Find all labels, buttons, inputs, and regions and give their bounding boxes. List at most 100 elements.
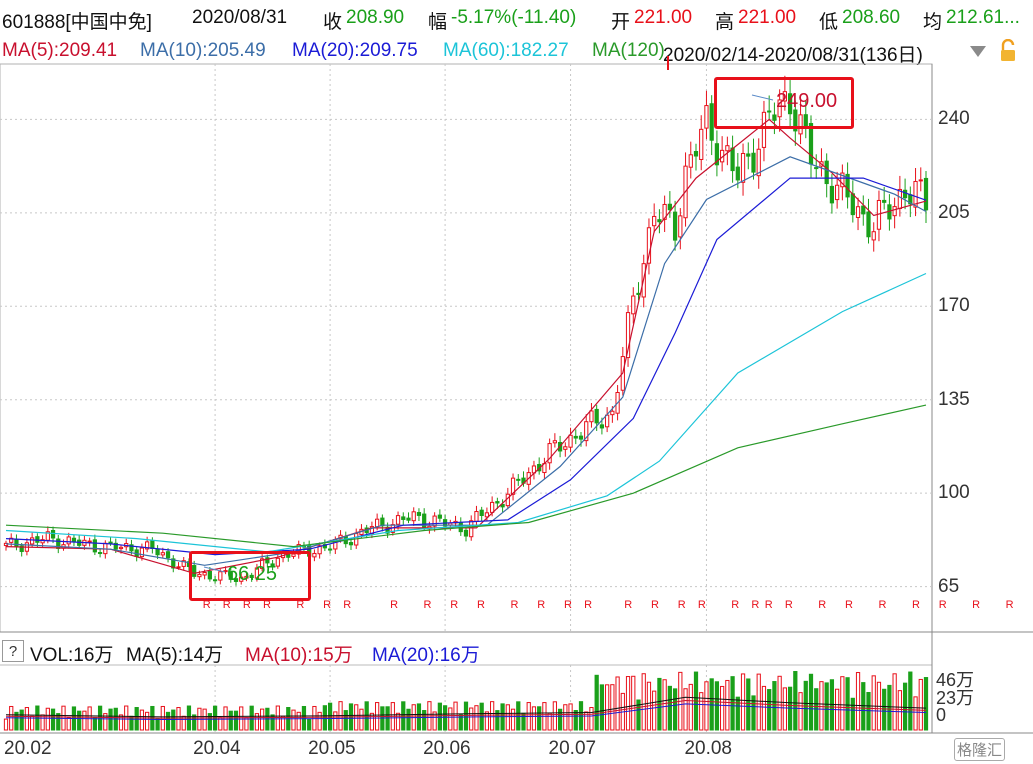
volume-bar [176,707,181,731]
volume-bar [688,683,693,731]
ma5-legend: MA(5):209.41 [2,40,118,61]
candle-body [171,558,176,569]
volume-bar [908,671,913,731]
candle-body [787,93,793,115]
candle-body [14,539,19,548]
volume-bar [354,704,359,731]
volume-bar [636,699,641,731]
candle-body [139,547,145,558]
time-tick-label: 20.07 [548,738,597,759]
volume-bar [192,714,197,731]
r-marker: R [450,599,458,611]
price-tick-label: 65 [938,575,960,597]
volume-bar [24,707,30,731]
candle-body [516,478,521,481]
volume-bar [793,671,798,731]
r-marker: R [537,599,545,611]
volume-tick-label: 46万 [936,670,974,690]
volume-bar [871,675,876,731]
volume-bar [777,675,782,731]
r-marker: R [223,599,231,611]
candle-body [625,312,631,359]
candle-body [71,537,77,542]
volume-bar [233,710,239,731]
candle-body [432,515,437,527]
ma60-legend: MA(60):182.27 [443,40,569,61]
candle-body [150,540,155,549]
candle-body [756,148,761,177]
candle-body [568,434,573,448]
time-tick-label: 20.08 [684,738,732,759]
volume-bar [683,688,688,731]
r-marker: R [845,599,853,611]
candle-body [913,180,918,208]
volume-bar [845,677,850,731]
candle-body [202,572,207,576]
volume-bar [422,710,427,731]
volume-bar [625,676,631,731]
candle-body [197,573,202,578]
volume-bar [103,713,108,731]
high-value: 221.00 [738,7,797,28]
candle-body [317,545,322,555]
r-marker: R [323,599,331,611]
candle-body [312,552,317,558]
time-tick-label: 20.06 [423,738,471,759]
price-tick-label: 240 [938,108,970,130]
r-marker: R [785,599,793,611]
ma10-legend: MA(10):205.49 [140,40,266,61]
quote-date: 2020/08/31 [192,7,288,28]
volume-bar [322,705,327,731]
candle-body [380,517,385,527]
low-pointer [203,566,226,573]
open-label: 开 [611,12,631,33]
help-icon[interactable]: ? [2,640,24,662]
change-value: -5.17%(-11.40) [451,7,577,28]
lock-icon[interactable] [996,38,1020,64]
volume-bar [490,701,495,731]
volume-bar [97,705,103,731]
volume-bar [584,711,589,731]
volume-bar [469,707,474,731]
candle-body [594,408,599,424]
volume-bar [77,710,82,731]
volume-bar [505,704,510,731]
low-label: 低 [819,12,839,33]
candle-body [829,185,835,204]
vol-ma20: MA(20):16万 [372,645,480,666]
candle-body [490,501,495,513]
chevron-down-icon[interactable] [967,40,989,62]
candle-body [678,215,683,238]
vol-ma5: MA(5):14万 [126,645,224,666]
candle-body [437,514,442,519]
volume-bar [19,709,24,731]
volume-bar [735,696,740,731]
r-marker: R [263,599,271,611]
volume-bar [359,708,364,731]
candle-body [469,520,474,538]
candle-body [798,114,803,135]
candle-body [777,99,782,118]
volume-bar [531,706,537,731]
candle-body [861,205,866,215]
volume-bar [563,704,568,731]
candle-body [871,231,876,241]
candle-body [662,203,667,220]
candle-body [223,570,228,573]
candle-body [463,529,469,537]
candle-body [327,548,333,551]
candle-body [19,545,24,553]
volume-bar [369,712,375,731]
volume-bar [118,714,124,731]
volume-bar [50,708,56,731]
watermark-logo: 格隆汇 [954,738,1006,761]
candle-body [897,188,902,210]
volume-bar [557,708,563,731]
volume-bar [610,684,615,731]
candle-body [547,443,552,464]
ma-line-ma60 [5,272,927,553]
candle-body [793,109,798,132]
price-tick-label: 100 [938,482,970,504]
r-marker: R [343,599,351,611]
